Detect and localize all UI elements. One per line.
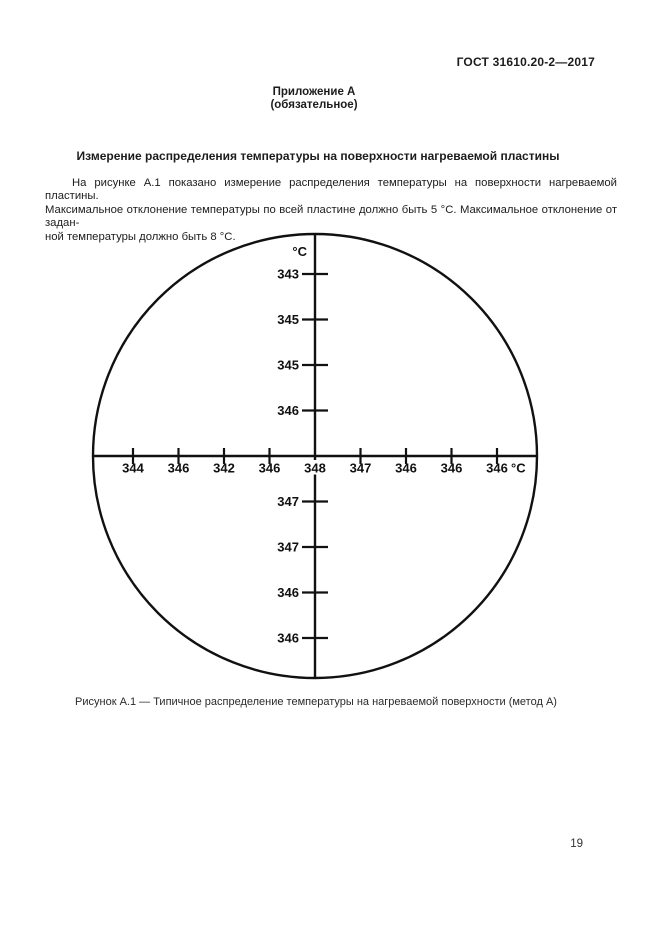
axis-label: 343 — [277, 267, 299, 282]
center-label-mask — [302, 460, 328, 475]
temperature-distribution-diagram: 343 345 345 346 347 347 346 346 344 346 342 346 347 3… — [91, 232, 539, 680]
section-title: Измерение распределения температуры на п… — [76, 149, 560, 163]
axis-label: 342 — [213, 461, 235, 476]
horizontal-axis-unit-label: °C — [511, 461, 526, 476]
appendix-subtitle: (обязательное) — [270, 99, 358, 111]
axis-label: 346 — [277, 403, 299, 418]
figure-a1: 343 345 345 346 347 347 346 346 344 346 342 346 347 3… — [0, 228, 661, 688]
page-number: 19 — [570, 838, 583, 850]
axis-label: 346 — [277, 585, 299, 600]
paragraph-line: ной температуры должно быть 8 °С. — [45, 230, 236, 243]
axis-label: 346 — [259, 461, 281, 476]
document-code: ГОСТ 31610.20-2—2017 — [456, 55, 595, 69]
center-axis-label: 348 — [304, 461, 326, 476]
appendix-title: Приложение А — [272, 86, 356, 98]
vertical-axis-unit-label: °C — [292, 244, 307, 259]
axis-label: 344 — [122, 461, 144, 476]
axis-label: 346 — [395, 461, 417, 476]
axis-label: 346 — [486, 461, 508, 476]
axis-label: 346 — [277, 631, 299, 646]
paragraph-line: На рисунке А.1 показано измерение распре… — [45, 177, 617, 203]
axis-label: 345 — [277, 358, 299, 373]
axis-label: 346 — [441, 461, 463, 476]
figure-caption: Рисунок А.1 — Типичное распределение тем… — [75, 696, 557, 708]
axis-label: 347 — [277, 540, 299, 555]
axis-label: 346 — [168, 461, 190, 476]
paragraph-line: Максимальное отклонение температуры по в… — [45, 203, 617, 230]
axis-label: 347 — [277, 494, 299, 509]
axis-label: 347 — [350, 461, 372, 476]
axis-label: 345 — [277, 312, 299, 327]
appendix-heading: Приложение А (обязательное) — [0, 86, 628, 112]
body-paragraph: На рисунке А.1 показано измерение распре… — [45, 177, 617, 244]
